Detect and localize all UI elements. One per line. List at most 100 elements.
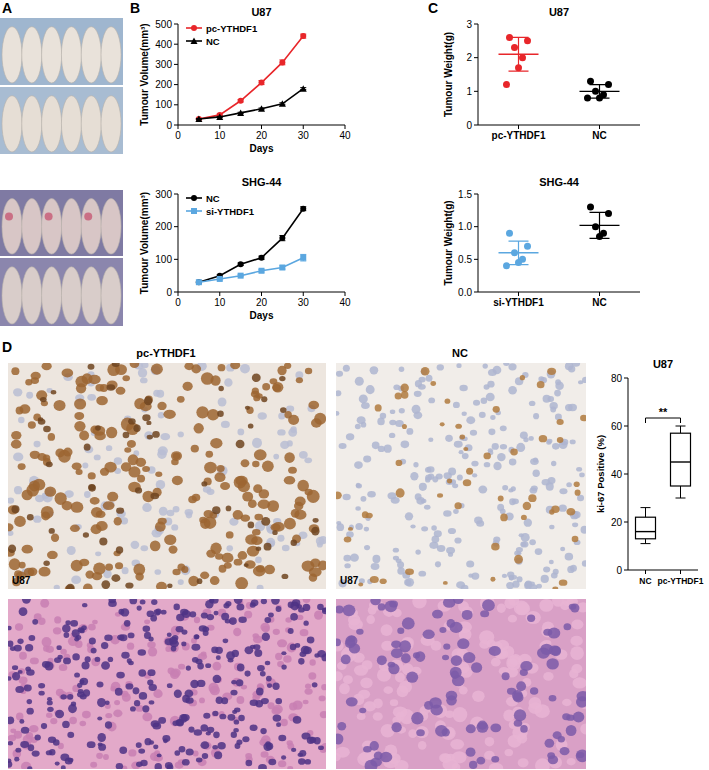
nucleus xyxy=(82,462,88,468)
sd-bar xyxy=(509,241,529,265)
nucleus xyxy=(229,617,237,625)
nucleus xyxy=(201,612,208,618)
nucleus xyxy=(154,754,163,761)
nucleus xyxy=(446,547,455,554)
nucleus xyxy=(459,686,468,694)
nucleus xyxy=(322,608,326,615)
nucleus xyxy=(283,655,291,663)
x-tick xyxy=(645,570,646,574)
nucleus xyxy=(303,604,310,611)
nucleus xyxy=(135,573,143,581)
nucleus xyxy=(101,580,110,589)
image-title: NC xyxy=(452,347,468,359)
nucleus xyxy=(96,510,106,518)
nucleus xyxy=(51,390,57,394)
nucleus xyxy=(380,579,387,585)
nucleus xyxy=(557,437,564,443)
micrograph xyxy=(8,363,326,589)
nucleus xyxy=(514,709,526,721)
y-tick-label: 0.0 xyxy=(458,287,472,298)
nucleus xyxy=(336,390,341,396)
nucleus xyxy=(41,506,54,519)
nucleus xyxy=(115,688,123,696)
y-tick-label: 200 xyxy=(155,221,172,232)
x-tick xyxy=(599,125,600,129)
nucleus xyxy=(344,537,352,543)
nucleus xyxy=(158,518,167,525)
nucleus xyxy=(571,664,582,673)
nucleus xyxy=(54,585,60,589)
nucleus xyxy=(393,548,399,553)
nucleus xyxy=(142,503,151,512)
x-tick xyxy=(518,292,519,296)
nucleus xyxy=(245,760,252,766)
nucleus xyxy=(95,551,101,556)
plot-area xyxy=(195,33,306,122)
series-line xyxy=(199,209,303,283)
nucleus xyxy=(405,568,414,575)
nucleus xyxy=(372,555,380,563)
nucleus xyxy=(194,634,199,639)
nucleus xyxy=(401,653,411,663)
nucleus xyxy=(212,745,218,749)
nucleus xyxy=(298,658,304,665)
nucleus xyxy=(138,649,146,655)
nucleus xyxy=(447,619,456,628)
nucleus xyxy=(21,727,29,734)
nucleus xyxy=(210,375,220,385)
nucleus xyxy=(118,609,124,615)
nucleus xyxy=(87,394,96,401)
nucleus xyxy=(322,607,326,612)
nucleus xyxy=(44,487,56,497)
nucleus xyxy=(552,443,560,450)
nucleus xyxy=(336,521,341,525)
nucleus xyxy=(291,540,297,546)
nucleus xyxy=(74,412,84,420)
nucleus xyxy=(477,721,487,730)
nucleus xyxy=(421,367,430,376)
nucleus xyxy=(181,714,190,721)
nucleus xyxy=(157,402,166,410)
y-tick xyxy=(174,125,178,126)
error-bar xyxy=(300,34,306,38)
nucleus xyxy=(533,413,539,419)
nucleus xyxy=(8,761,12,768)
nucleus xyxy=(148,637,153,642)
nucleus xyxy=(370,576,379,583)
marker xyxy=(196,116,202,122)
nucleus xyxy=(32,750,40,756)
figure: ABCD0100200300400500010203040U87DaysTumo… xyxy=(0,0,709,770)
nucleus xyxy=(320,711,326,718)
nucleus xyxy=(128,632,135,638)
nucleus xyxy=(230,363,240,369)
data-point xyxy=(503,81,510,88)
nucleus xyxy=(462,453,469,459)
nucleus xyxy=(125,683,133,689)
photo-bg xyxy=(0,18,123,85)
nucleus xyxy=(254,449,267,460)
nucleus xyxy=(212,506,220,514)
nucleus xyxy=(343,675,353,684)
nucleus xyxy=(474,517,482,524)
nucleus xyxy=(273,629,280,635)
marker xyxy=(237,109,244,116)
nucleus xyxy=(116,508,124,514)
nucleus xyxy=(133,425,140,432)
nucleus xyxy=(395,392,402,399)
nucleus xyxy=(19,719,24,724)
nucleus xyxy=(276,722,281,727)
nucleus xyxy=(566,508,575,516)
nucleus xyxy=(508,363,516,370)
nucleus xyxy=(14,757,19,762)
nucleus xyxy=(200,741,209,749)
data-point xyxy=(605,210,612,217)
y-tick-label: 1.0 xyxy=(458,221,472,232)
y-tick xyxy=(624,378,628,379)
nucleus xyxy=(94,455,101,461)
nucleus xyxy=(154,569,161,575)
nucleus xyxy=(41,723,47,729)
nucleus xyxy=(124,620,131,627)
y-axis-label: Tumour Weight(g) xyxy=(443,32,454,117)
nucleus xyxy=(257,585,264,589)
nucleus xyxy=(503,709,515,721)
